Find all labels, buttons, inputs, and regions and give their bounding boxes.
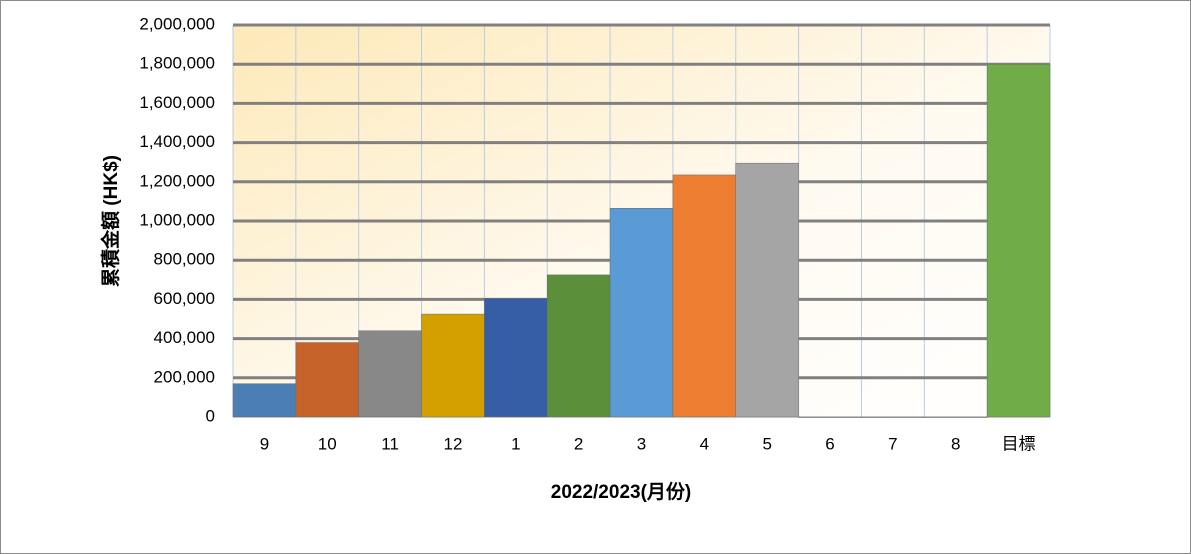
y-tick-label: 1,200,000 — [139, 171, 215, 190]
x-tick-label: 11 — [381, 434, 399, 453]
y-tick-label: 1,400,000 — [139, 132, 215, 151]
x-tick-label: 12 — [444, 434, 463, 453]
y-axis-title: 累積金額 (HK$) — [99, 155, 122, 287]
y-tick-label: 1,000,000 — [139, 210, 215, 229]
x-tick-label: 5 — [762, 434, 771, 453]
y-tick-label: 0 — [206, 406, 215, 425]
x-tick-label: 6 — [825, 434, 834, 453]
bar — [295, 342, 359, 418]
y-tick-label: 1,600,000 — [139, 93, 215, 112]
bar — [484, 298, 548, 418]
x-tick-label: 8 — [951, 434, 960, 453]
x-tick-label: 4 — [700, 434, 709, 453]
bar — [735, 162, 799, 418]
bar — [861, 416, 925, 418]
y-tick-label: 2,000,000 — [139, 14, 215, 33]
y-tick-label: 200,000 — [154, 367, 215, 386]
bar — [986, 63, 1051, 418]
bar — [609, 208, 674, 418]
x-tick-label: 9 — [260, 434, 269, 453]
y-tick-label: 600,000 — [154, 289, 215, 308]
bar — [421, 313, 485, 418]
x-tick-label: 3 — [637, 434, 646, 453]
x-tick-label: 1 — [511, 434, 520, 453]
x-tick-label: 目標 — [1002, 434, 1036, 453]
x-axis-title: 2022/2023(月份) — [551, 480, 691, 503]
bar — [546, 274, 611, 418]
bar — [358, 330, 422, 418]
bar — [924, 416, 988, 418]
y-tick-label: 1,800,000 — [139, 54, 215, 73]
y-tick-label: 800,000 — [154, 250, 215, 269]
bar — [798, 416, 862, 418]
x-tick-label: 10 — [318, 434, 337, 453]
y-tick-label: 400,000 — [154, 328, 215, 347]
bar — [232, 383, 297, 418]
bar — [672, 174, 737, 418]
x-tick-label: 7 — [888, 434, 897, 453]
x-tick-label: 2 — [574, 434, 583, 453]
